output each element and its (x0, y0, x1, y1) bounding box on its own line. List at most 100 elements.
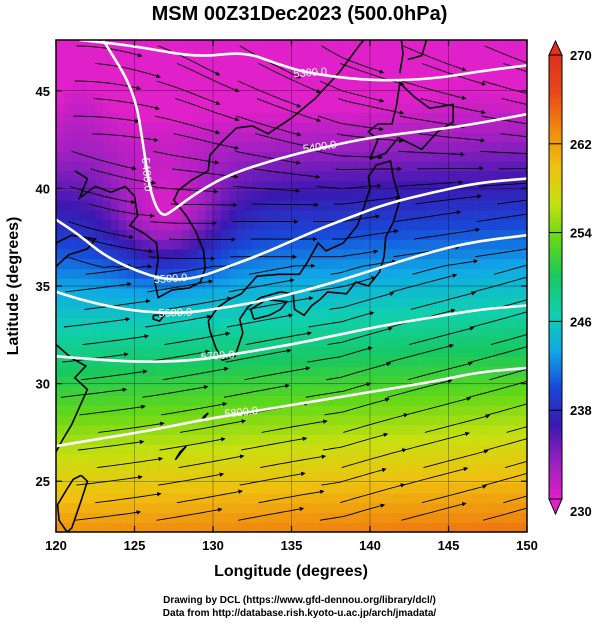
streamline (307, 346, 373, 363)
streamline (489, 368, 527, 381)
streamline (343, 413, 409, 433)
streamline (227, 313, 294, 328)
streamline (341, 448, 407, 469)
coastline (399, 40, 404, 74)
streamline (68, 221, 134, 240)
streamline (418, 133, 486, 143)
streamline (310, 276, 376, 293)
streamline (157, 45, 221, 76)
streamline (255, 133, 321, 151)
streamline (237, 80, 302, 108)
streamline (175, 98, 240, 122)
streamline (396, 180, 464, 187)
streamline (173, 133, 240, 151)
streamline (497, 199, 527, 205)
streamline (404, 431, 470, 451)
streamline (319, 503, 386, 521)
streamline (244, 366, 311, 381)
streamline (482, 507, 527, 521)
streamline (391, 273, 458, 293)
streamline (156, 507, 223, 521)
streamline (506, 426, 527, 433)
y-tick-label: 30 (36, 377, 50, 392)
streamline (319, 80, 385, 103)
chart-title: MSM 00Z31Dec2023 (500.0hPa) (151, 3, 448, 25)
streamline (305, 382, 372, 398)
streamline (225, 348, 292, 363)
coastline (367, 81, 454, 160)
streamline (88, 203, 155, 218)
streamline (421, 484, 488, 504)
streamline (73, 115, 140, 124)
y-tick-label: 25 (36, 474, 50, 489)
colorbar-top-arrow (548, 39, 563, 56)
streamline (412, 259, 479, 275)
coastline (152, 314, 166, 323)
streamline (79, 404, 146, 416)
streamline (417, 166, 484, 171)
streamline (239, 471, 306, 486)
streamline (95, 62, 161, 79)
streamline (387, 378, 453, 398)
streamline (223, 383, 290, 398)
streamline (176, 62, 240, 93)
streamline (71, 150, 137, 171)
y-axis-label: Latitude (degrees) (5, 217, 22, 356)
streamline (258, 489, 325, 504)
contour-line (56, 177, 527, 281)
streamline (145, 314, 212, 328)
streamline (260, 454, 327, 469)
streamline (95, 492, 162, 504)
streamline (398, 150, 465, 157)
streamline (154, 115, 221, 135)
streamline (324, 397, 390, 416)
contour-label: 5500.0 (153, 272, 187, 286)
streamline (151, 185, 219, 194)
map-figure: 5300.0 5400.0 5400.0 5500.0 5600.0 5700.0 5800… (5, 39, 592, 580)
streamline (313, 214, 380, 223)
colorbar: 230 238 246 254 262 270 (548, 39, 592, 519)
streamline (63, 317, 131, 328)
streamline (470, 346, 527, 363)
streamline (142, 385, 209, 398)
grid-lines (56, 40, 527, 532)
streamline (493, 264, 527, 275)
streamline (475, 248, 527, 258)
y-axis-ticks: 25 30 35 40 45 (36, 84, 527, 489)
contour-label: 5800.0 (224, 405, 259, 420)
streamline (484, 472, 527, 486)
streamline (482, 80, 527, 94)
streamline (471, 311, 527, 328)
contour-label: 5700.0 (200, 349, 234, 363)
streamline (161, 401, 228, 416)
streamline (77, 439, 145, 451)
streamline (329, 291, 395, 310)
streamline (468, 380, 527, 398)
streamline (92, 133, 159, 143)
streamline (330, 259, 397, 275)
colorbar-ticks: 230 238 246 254 262 270 (549, 48, 592, 519)
streamline (473, 276, 527, 293)
streamline (256, 98, 322, 122)
y-tick-label: 40 (36, 181, 50, 196)
streamline (327, 326, 393, 346)
streamline (90, 168, 157, 185)
colorbar-tick-label: 270 (570, 48, 592, 63)
colorbar-tick-label: 230 (570, 504, 592, 519)
streamline (501, 98, 527, 105)
streamline (87, 238, 154, 254)
contour-line (79, 40, 527, 82)
streamline (98, 421, 165, 433)
streamline (338, 98, 405, 115)
contour-label: 5300.0 (293, 66, 327, 80)
x-axis-label: Longitude (degrees) (214, 563, 368, 580)
streamline (241, 436, 308, 451)
streamline (402, 466, 469, 486)
streamline (322, 432, 389, 451)
streamline (81, 369, 148, 381)
x-tick-label: 130 (202, 538, 224, 553)
contour-label: 5400.0 (139, 157, 154, 192)
streamline (332, 229, 399, 240)
streamline (74, 510, 142, 521)
contour-line (56, 233, 527, 314)
